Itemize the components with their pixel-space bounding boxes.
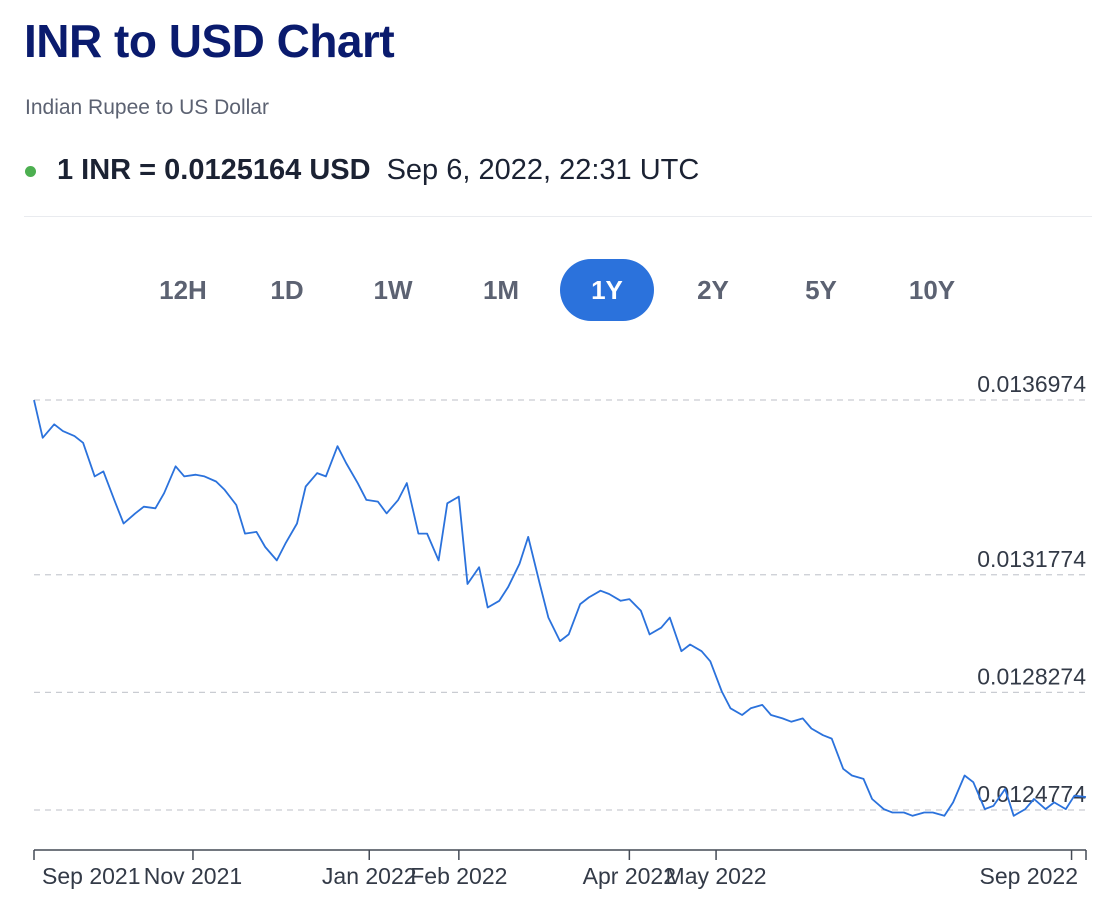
rate-timestamp: Sep 6, 2022, 22:31 UTC [386, 154, 700, 186]
live-status-dot-icon [25, 166, 36, 177]
time-range-tabs: 12H 1D 1W 1M 1Y 2Y 5Y 10Y [136, 259, 994, 321]
y-tick-label: 0.0136974 [977, 371, 1086, 397]
x-tick-label: Apr 2022 [583, 863, 676, 889]
x-tick-label: Nov 2021 [144, 863, 242, 889]
rate-line-series [33, 399, 1087, 817]
tab-1d[interactable]: 1D [270, 275, 304, 305]
x-tick-label: Jan 2022 [322, 863, 417, 889]
y-tick-label: 0.0131774 [977, 546, 1086, 572]
tab-1w[interactable]: 1W [373, 275, 413, 305]
tab-1y[interactable]: 1Y [560, 259, 654, 321]
y-tick-label: 0.0128274 [977, 663, 1086, 689]
tab-10y[interactable]: 10Y [908, 275, 956, 305]
x-tick-label: Sep 2021 [42, 863, 140, 889]
tab-2y[interactable]: 2Y [697, 275, 729, 305]
header-divider [24, 216, 1092, 217]
x-tick-label: May 2022 [666, 863, 767, 889]
page-subtitle: Indian Rupee to US Dollar [25, 96, 269, 119]
exchange-rate-chart: 0.01369740.01317740.01282740.0124774Sep … [33, 371, 1087, 889]
page-title: INR to USD Chart [24, 15, 395, 67]
tab-1m[interactable]: 1M [482, 275, 520, 305]
tab-5y[interactable]: 5Y [805, 275, 837, 305]
rate-value: 1 INR = 0.0125164 USD [57, 154, 371, 186]
x-tick-label: Sep 2022 [980, 863, 1078, 889]
x-tick-label: Feb 2022 [410, 863, 507, 889]
current-rate: 1 INR = 0.0125164 USD Sep 6, 2022, 22:31… [25, 154, 699, 187]
tab-12h[interactable]: 12H [159, 275, 207, 305]
